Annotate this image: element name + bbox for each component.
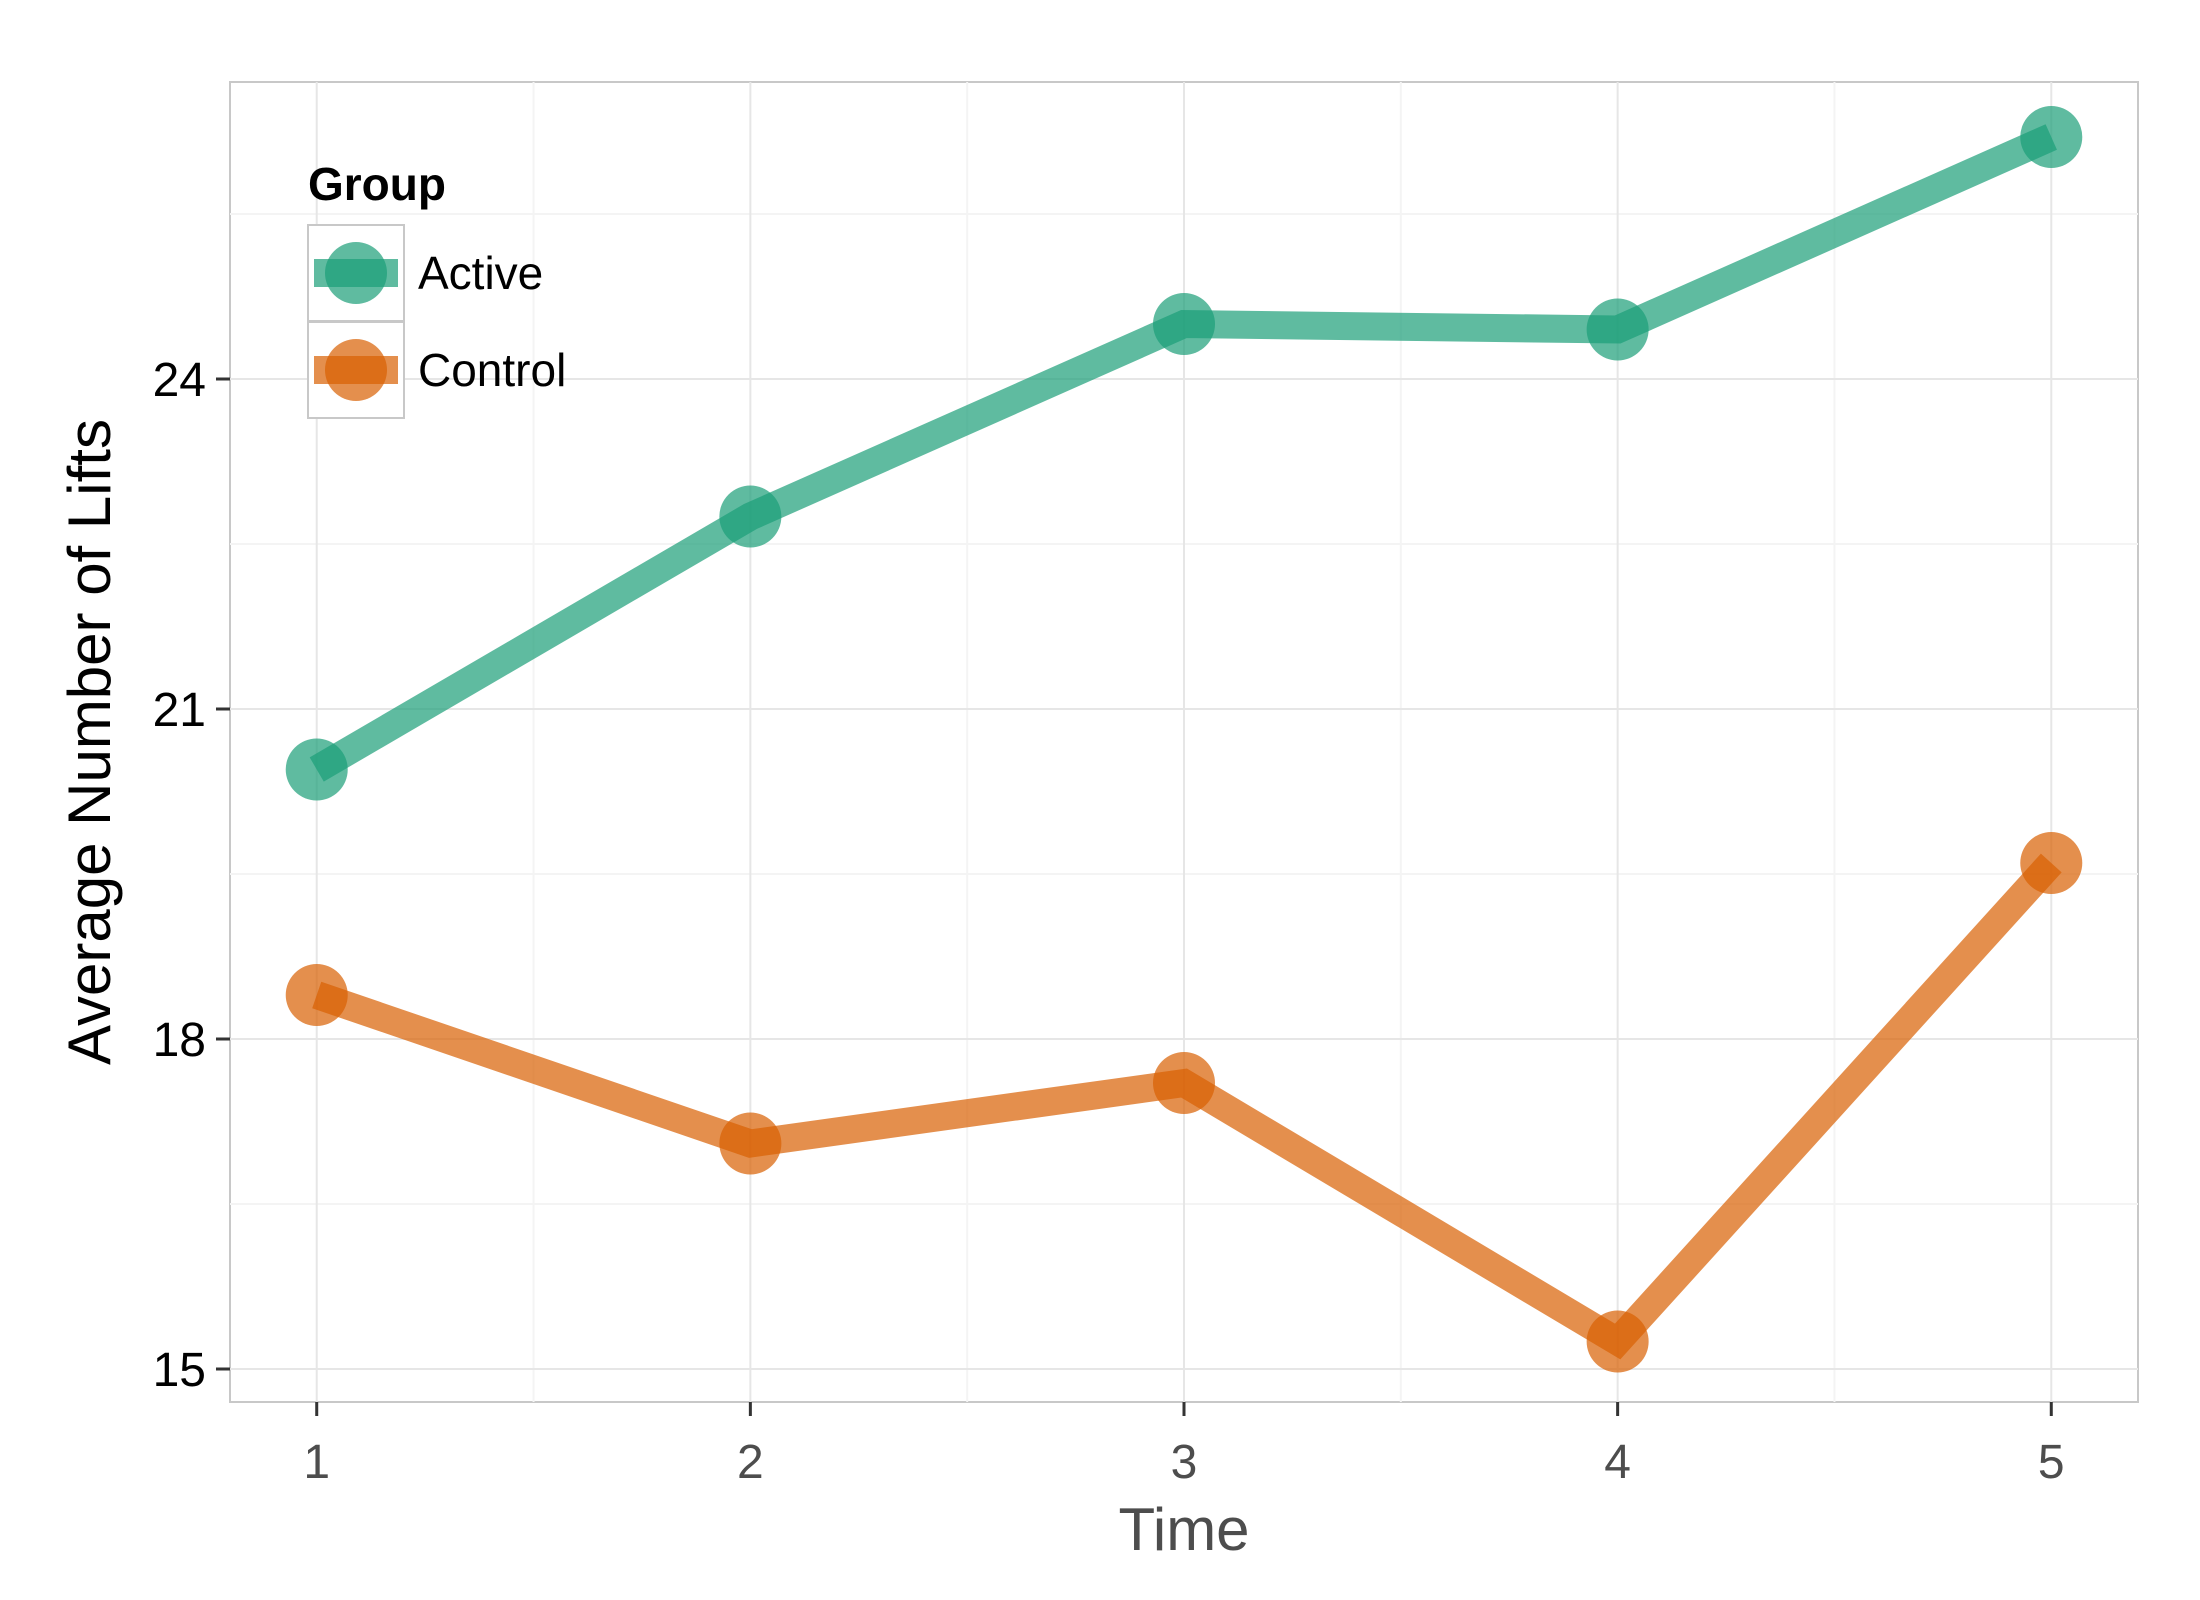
- x-tick-label: 5: [2038, 1436, 2065, 1489]
- x-tick-label: 1: [303, 1436, 330, 1489]
- legend-item-control: Control: [307, 321, 566, 419]
- legend: Group Active Control: [307, 158, 566, 419]
- data-point-control: [1153, 1052, 1215, 1114]
- series-control: [285, 832, 2083, 1373]
- data-point-control: [1586, 1310, 1649, 1373]
- data-point-active: [1586, 298, 1649, 361]
- data-point-active: [1153, 293, 1215, 355]
- x-axis-title: Time: [1118, 1496, 1249, 1563]
- x-tick-label: 2: [737, 1436, 764, 1489]
- data-point-control: [285, 964, 348, 1026]
- data-point-active: [719, 485, 782, 548]
- y-tick-label: 21: [153, 684, 206, 737]
- legend-label: Active: [418, 247, 543, 299]
- series-layer: [285, 106, 2083, 1373]
- y-tick-label: 15: [153, 1344, 206, 1397]
- legend-item-active: Active: [307, 224, 543, 322]
- legend-point-swatch: [325, 242, 387, 304]
- legend-point-swatch: [325, 339, 387, 401]
- legend-label: Control: [418, 344, 566, 396]
- axis-ticks: 1 2 3 4 5 15 18 21 24: [153, 354, 2065, 1489]
- x-tick-label: 3: [1171, 1436, 1198, 1489]
- data-point-active: [2020, 106, 2083, 168]
- legend-items: Active Control: [307, 224, 566, 419]
- y-tick-label: 18: [153, 1014, 206, 1067]
- series-active: [285, 106, 2083, 801]
- x-tick-label: 4: [1604, 1436, 1631, 1489]
- y-tick-label: 24: [153, 354, 206, 407]
- legend-title: Group: [308, 158, 446, 210]
- y-axis-title: Average Number of Lifts: [56, 419, 123, 1065]
- data-point-control: [2020, 832, 2083, 894]
- data-point-active: [285, 738, 348, 801]
- data-point-control: [719, 1112, 782, 1175]
